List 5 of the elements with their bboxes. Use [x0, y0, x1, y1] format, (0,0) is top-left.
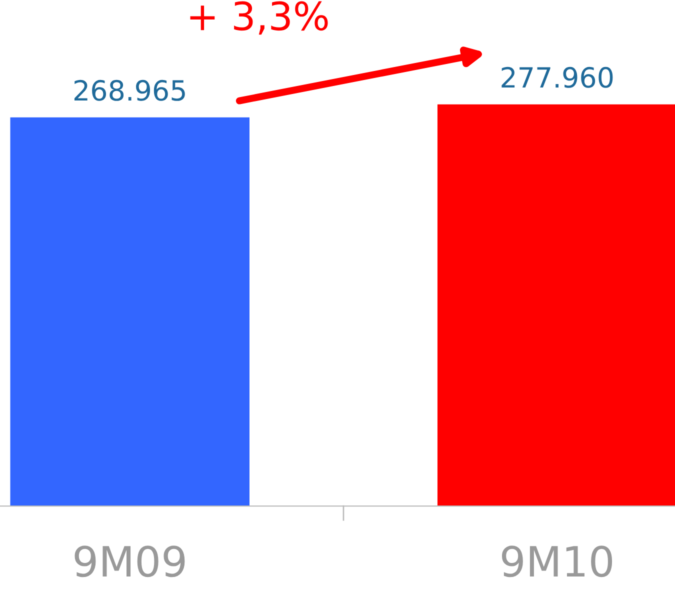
text: + 3,3% — [190, 1, 328, 35]
x-tick-label: 9M10 — [502, 546, 612, 578]
x-tick-label: 9M09 — [74, 546, 185, 578]
data-label: 268.965 — [74, 80, 185, 101]
data-label: 277.960 — [502, 66, 613, 88]
